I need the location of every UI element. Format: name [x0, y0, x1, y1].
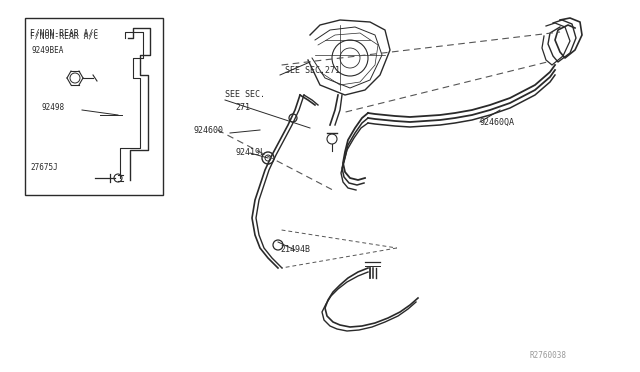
Text: 92419L: 92419L — [236, 148, 266, 157]
Text: F/NON-REAR A/C: F/NON-REAR A/C — [30, 31, 99, 40]
Bar — [25, 18, 163, 195]
Text: 92460QA: 92460QA — [480, 118, 515, 127]
Text: 92498: 92498 — [42, 103, 65, 112]
Text: 21494B: 21494B — [280, 245, 310, 254]
Text: SEE SEC.: SEE SEC. — [225, 90, 265, 99]
Text: SEE SEC.271: SEE SEC.271 — [285, 66, 340, 75]
Text: F/NON-REAR A/C: F/NON-REAR A/C — [30, 28, 99, 37]
Text: 27675J: 27675J — [30, 163, 58, 172]
Text: 924600: 924600 — [194, 126, 224, 135]
Text: 271: 271 — [235, 103, 250, 112]
Text: 9249BEA: 9249BEA — [32, 46, 65, 55]
Text: R2760038: R2760038 — [530, 351, 567, 360]
